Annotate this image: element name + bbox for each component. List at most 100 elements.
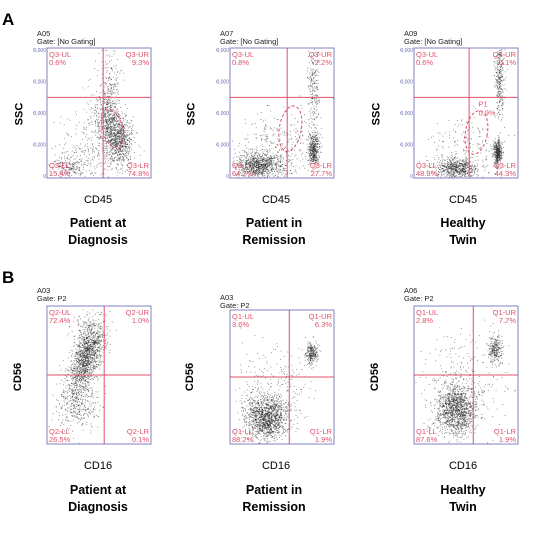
y-axis-label: SSC bbox=[370, 102, 383, 126]
y-axis-label: SSC bbox=[185, 102, 198, 126]
plot-sample-id: A09 bbox=[404, 29, 418, 38]
quadrant-pct-ll: 15.4% bbox=[49, 169, 71, 178]
x-axis-label: CD16 bbox=[83, 460, 113, 472]
gate-ellipse bbox=[278, 105, 303, 152]
plot-gate-label: Gate: [No Gating] bbox=[404, 37, 463, 46]
y-tick-label: 100,000 bbox=[33, 143, 46, 149]
gate-ellipse bbox=[464, 110, 489, 155]
caption-line-1: Healthy bbox=[440, 216, 486, 230]
plot-sample-id: A05 bbox=[37, 29, 51, 38]
gate-label: P1 bbox=[478, 100, 487, 109]
quadrant-pct-ur: 7.2% bbox=[315, 58, 332, 67]
quadrant-label-ur: Q1-UR bbox=[493, 308, 517, 317]
x-axis-label: CD45 bbox=[448, 194, 478, 206]
caption-line-2: Remission bbox=[242, 500, 306, 514]
quadrant-pct-ul: 0.6% bbox=[49, 58, 66, 67]
plot-gate-label: Gate: P2 bbox=[220, 301, 250, 310]
quadrant-label-lr: Q1-LR bbox=[494, 427, 517, 436]
quadrant-label-ul: Q1-UL bbox=[416, 308, 438, 317]
quadrant-pct-ll: 48.9% bbox=[416, 169, 438, 178]
y-tick-label: 200,000 bbox=[216, 111, 229, 117]
y-tick-label: 300,000 bbox=[400, 80, 413, 86]
y-tick-label: 400,000 bbox=[216, 48, 229, 54]
event-dots bbox=[418, 49, 515, 178]
plot-sample-id: A03 bbox=[220, 293, 234, 302]
event-dots bbox=[232, 49, 334, 178]
plot-caption: Patient in Remission bbox=[224, 215, 324, 249]
caption-line-2: Diagnosis bbox=[68, 500, 128, 514]
event-dots bbox=[234, 327, 322, 444]
quadrant-pct-lr: 74.8% bbox=[128, 169, 150, 178]
caption-line-1: Patient at bbox=[69, 216, 127, 230]
quadrant-label-ul: Q3-UL bbox=[49, 50, 71, 59]
y-tick-label: 400,000 bbox=[400, 48, 413, 54]
y-tick-label: 0 bbox=[410, 174, 413, 180]
quadrant-label-ur: Q3-UR bbox=[493, 50, 517, 59]
plot-sample-id: A07 bbox=[220, 29, 234, 38]
quadrant-label-ul: Q3-UL bbox=[232, 50, 254, 59]
plot-gate-label: Gate: P2 bbox=[404, 294, 434, 303]
y-tick-label: 100,000 bbox=[216, 143, 229, 149]
plot-caption: Healthy Twin bbox=[413, 215, 513, 249]
quadrant-pct-lr: 1.9% bbox=[315, 435, 332, 444]
plot-gate-label: Gate: P2 bbox=[37, 294, 67, 303]
y-axis-label: CD56 bbox=[12, 362, 25, 392]
plot-sample-id: A03 bbox=[37, 286, 51, 295]
y-axis-label: CD56 bbox=[369, 362, 382, 392]
caption-line-1: Patient in bbox=[245, 216, 303, 230]
panel-letter-a: A bbox=[2, 10, 15, 29]
plot-sample-id: A06 bbox=[404, 286, 418, 295]
y-tick-label: 200,000 bbox=[400, 111, 413, 117]
y-axis-label: CD56 bbox=[184, 362, 197, 392]
quadrant-label-ul: Q1-UL bbox=[232, 312, 254, 321]
y-tick-label: 200,000 bbox=[33, 111, 46, 117]
quadrant-pct-ul: 2.8% bbox=[416, 316, 433, 325]
quadrant-pct-ur: 6.3% bbox=[315, 320, 332, 329]
quadrant-label-ll: Q1-LL bbox=[416, 427, 437, 436]
plot-gate-label: Gate: [No Gating] bbox=[220, 37, 279, 46]
quadrant-label-ur: Q3-UR bbox=[309, 50, 333, 59]
plot-caption: Healthy Twin bbox=[413, 482, 513, 516]
caption-line-2: Remission bbox=[242, 233, 306, 247]
quadrant-pct-ll: 88.2% bbox=[232, 435, 254, 444]
caption-line-1: Patient at bbox=[69, 483, 127, 497]
quadrant-label-lr: Q3-LR bbox=[127, 161, 150, 170]
quadrant-pct-lr: 0.1% bbox=[132, 435, 149, 444]
gate-pct: 0.9% bbox=[478, 109, 495, 118]
quadrant-pct-ur: 9.3% bbox=[132, 58, 149, 67]
quadrant-label-ul: Q2-UL bbox=[49, 308, 71, 317]
quadrant-pct-lr: 27.7% bbox=[311, 169, 333, 178]
x-axis-label: CD45 bbox=[83, 194, 113, 206]
quadrant-label-ur: Q1-UR bbox=[309, 312, 333, 321]
caption-line-1: Healthy bbox=[440, 483, 486, 497]
y-tick-label: 400,000 bbox=[33, 48, 46, 54]
plot-caption: Patient in Remission bbox=[224, 482, 324, 516]
y-tick-label: 300,000 bbox=[216, 80, 229, 86]
quadrant-label-ul: Q3-UL bbox=[416, 50, 438, 59]
panel-letter-b: B bbox=[2, 268, 15, 287]
plot-caption: Patient at Diagnosis bbox=[48, 215, 148, 249]
quadrant-label-lr: Q2-LR bbox=[127, 427, 150, 436]
quadrant-pct-ur: 1.0% bbox=[132, 316, 149, 325]
quadrant-pct-ul: 0.6% bbox=[416, 58, 433, 67]
quadrant-pct-lr: 44.3% bbox=[495, 169, 517, 178]
quadrant-label-ll: Q3-LL bbox=[416, 161, 437, 170]
quadrant-pct-ll: 26.5% bbox=[49, 435, 71, 444]
x-axis-label: CD16 bbox=[448, 460, 478, 472]
quadrant-label-ll: Q3-LL bbox=[49, 161, 70, 170]
x-axis-label: CD45 bbox=[261, 194, 291, 206]
quadrant-label-lr: Q1-LR bbox=[310, 427, 333, 436]
quadrant-pct-lr: 1.9% bbox=[499, 435, 516, 444]
quadrant-pct-ur: 7.7% bbox=[499, 316, 516, 325]
quadrant-label-ll: Q1-LL bbox=[232, 427, 253, 436]
y-axis-label: SSC bbox=[13, 102, 26, 126]
quadrant-pct-ll: 87.6% bbox=[416, 435, 438, 444]
quadrant-pct-ur: 6.1% bbox=[499, 58, 516, 67]
caption-line-1: Patient in bbox=[245, 483, 303, 497]
caption-line-2: Twin bbox=[449, 500, 477, 514]
